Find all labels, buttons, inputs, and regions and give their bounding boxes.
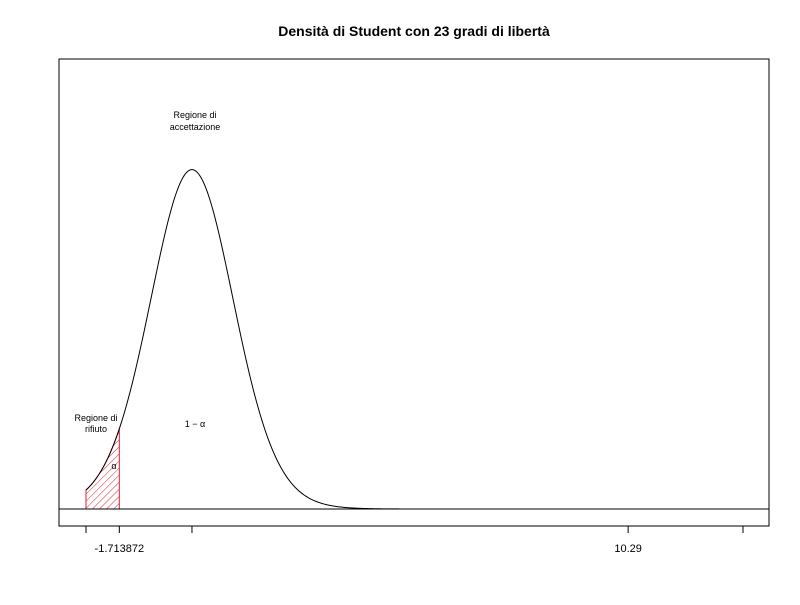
rejection-label-line1: Regione di [74,413,117,423]
plot-frame [58,58,770,527]
x-axis-tick-labels: -1.713872 10.29 [95,543,642,555]
acceptance-label-line1: Regione di [173,110,216,120]
rejection-label-line2: rifiuto [85,424,107,434]
x-tick-label: -1.713872 [95,543,145,555]
chart-title: Densità di Student con 23 gradi di liber… [278,23,550,39]
x-tick-label: 10.29 [614,543,642,555]
acceptance-label-line2: accettazione [170,122,221,132]
one-minus-alpha-label: 1 − α [185,419,205,429]
alpha-label: α [111,461,116,471]
x-axis-ticks [85,526,744,533]
density-curve [85,169,743,510]
